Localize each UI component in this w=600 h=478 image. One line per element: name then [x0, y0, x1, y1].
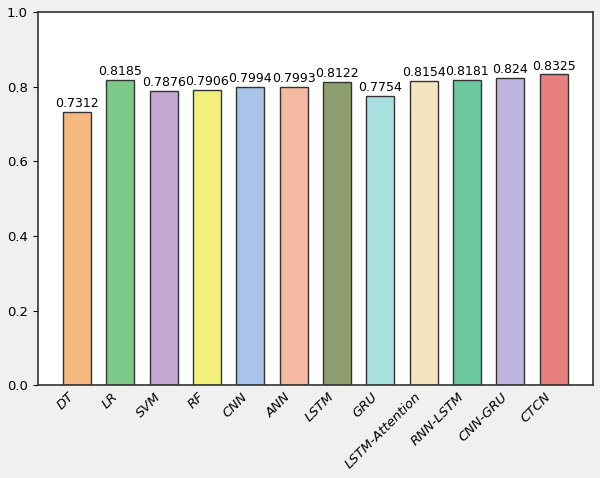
Bar	[453, 80, 481, 385]
Text: 0.8185: 0.8185	[98, 65, 142, 78]
Text: 0.7312: 0.7312	[55, 98, 99, 110]
Text: 0.7876: 0.7876	[142, 76, 185, 89]
Bar	[539, 75, 568, 385]
Bar	[149, 91, 178, 385]
Bar	[236, 87, 265, 385]
Text: 0.7754: 0.7754	[358, 81, 403, 94]
Bar	[193, 90, 221, 385]
Text: 0.7906: 0.7906	[185, 75, 229, 88]
Bar	[496, 77, 524, 385]
Bar	[323, 82, 351, 385]
Text: 0.824: 0.824	[493, 63, 528, 76]
Bar	[280, 87, 308, 385]
Bar	[63, 112, 91, 385]
Text: 0.8181: 0.8181	[445, 65, 489, 78]
Text: 0.8325: 0.8325	[532, 60, 575, 73]
Text: 0.7994: 0.7994	[229, 72, 272, 85]
Bar	[410, 81, 438, 385]
Text: 0.7993: 0.7993	[272, 72, 316, 85]
Bar	[106, 80, 134, 385]
Text: 0.8122: 0.8122	[315, 67, 359, 80]
Text: 0.8154: 0.8154	[402, 66, 446, 79]
Bar	[366, 96, 394, 385]
